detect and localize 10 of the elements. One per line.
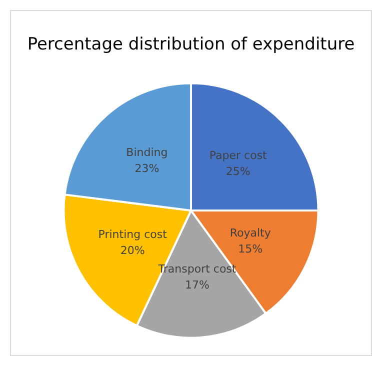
- slice-label: Printing cost: [98, 228, 168, 242]
- data-label: 17%: [185, 278, 210, 292]
- data-label: 23%: [134, 162, 160, 176]
- slice-label: Paper cost: [209, 148, 268, 162]
- slice-label: Binding: [126, 146, 168, 160]
- slice-label: Royalty: [230, 226, 272, 240]
- data-label: 20%: [120, 244, 145, 258]
- data-label: 15%: [238, 242, 263, 256]
- data-label: 25%: [226, 164, 250, 178]
- chart-title: Percentage distribution of expenditure: [27, 34, 355, 54]
